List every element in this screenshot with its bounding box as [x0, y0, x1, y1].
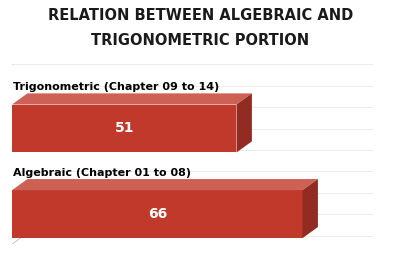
Polygon shape	[12, 190, 302, 238]
Polygon shape	[302, 179, 318, 238]
Polygon shape	[12, 93, 252, 105]
Text: Algebraic (Chapter 01 to 08): Algebraic (Chapter 01 to 08)	[13, 168, 191, 178]
Text: 51: 51	[115, 122, 134, 135]
Text: RELATION BETWEEN ALGEBRAIC AND: RELATION BETWEEN ALGEBRAIC AND	[48, 8, 353, 23]
Polygon shape	[12, 105, 237, 152]
Text: TRIGONOMETRIC PORTION: TRIGONOMETRIC PORTION	[91, 33, 310, 48]
Text: Trigonometric (Chapter 09 to 14): Trigonometric (Chapter 09 to 14)	[13, 82, 220, 92]
Text: 66: 66	[148, 207, 167, 221]
Polygon shape	[12, 179, 318, 190]
Polygon shape	[237, 93, 252, 152]
